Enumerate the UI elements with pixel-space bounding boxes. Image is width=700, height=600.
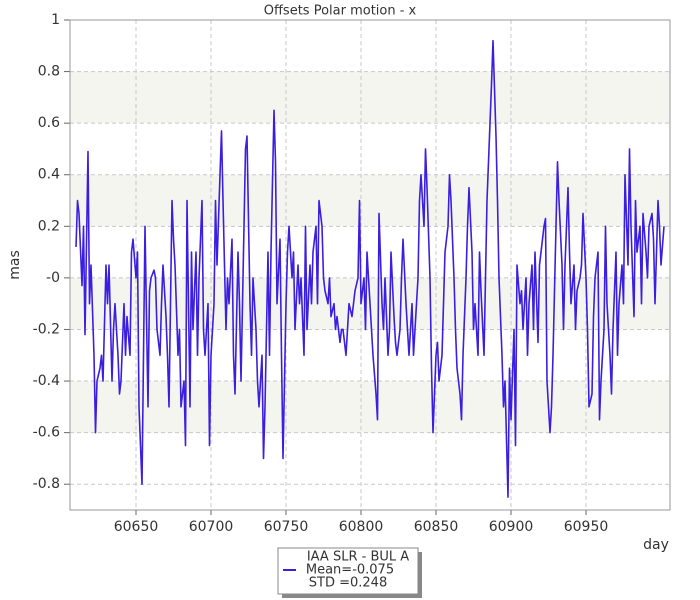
y-tick-label: -0.2	[33, 321, 60, 337]
x-tick-label: 60750	[264, 519, 309, 535]
y-tick-label: 0.4	[38, 167, 60, 183]
y-tick-label: 1	[51, 12, 60, 28]
grid-band	[70, 71, 670, 124]
y-axis-label: mas	[7, 250, 23, 280]
y-tick-label: -0.6	[33, 425, 60, 441]
legend-box	[277, 547, 419, 595]
y-tick-label: -0	[46, 270, 60, 286]
data-line	[75, 39, 665, 498]
legend-std: STD =0.248	[309, 576, 387, 591]
x-tick-label: 60700	[189, 519, 234, 535]
x-axis-label: day	[643, 537, 669, 553]
x-tick-label: 60900	[489, 519, 534, 535]
x-tick-label: 60950	[564, 519, 609, 535]
legend: IAA SLR - BUL A Mean=-0.075 STD =0.248	[277, 547, 422, 598]
grid-band	[70, 381, 670, 433]
y-tick-label: -0.8	[33, 476, 60, 492]
grid-band	[70, 174, 670, 227]
y-tick-label: 0.6	[38, 115, 60, 131]
x-tick-label: 60850	[414, 519, 459, 535]
y-tick-label: -0.4	[33, 373, 60, 389]
chart-title: Offsets Polar motion - x	[264, 4, 417, 19]
legend-label: IAA SLR - BUL A	[307, 550, 409, 565]
x-tick-label: 60650	[114, 519, 159, 535]
x-tick-label: 60800	[339, 519, 384, 535]
y-tick-label: 0.2	[38, 218, 60, 234]
plot-frame	[69, 19, 671, 511]
legend-mean: Mean=-0.075	[306, 563, 394, 578]
y-tick-label: 0.8	[38, 64, 60, 80]
